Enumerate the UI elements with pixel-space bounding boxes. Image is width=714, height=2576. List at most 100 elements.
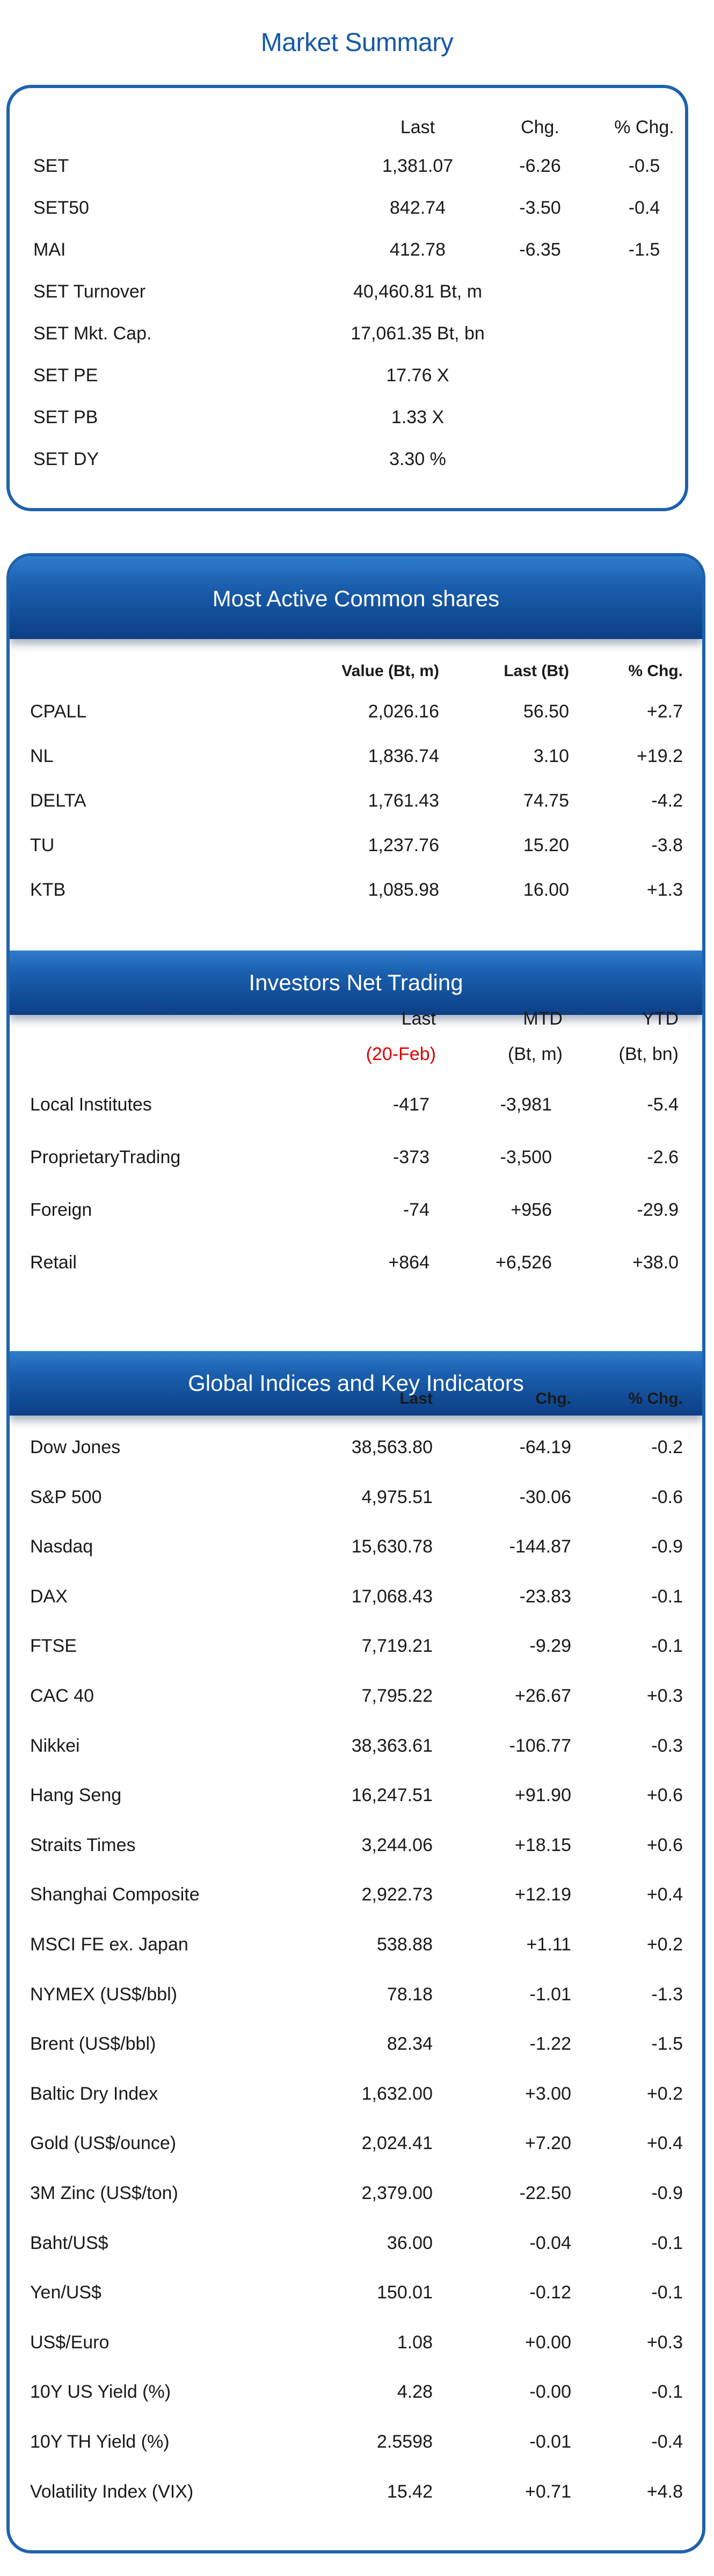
chg-value: +0.00 (524, 2332, 571, 2353)
col-header-pct-chg: % Chg. (628, 1390, 683, 1407)
row-label: MAI (33, 240, 66, 260)
last-value: 4,975.51 (361, 1486, 433, 1507)
col-header-last: Last (Bt) (504, 662, 569, 680)
pct-chg-value: -0.1 (651, 2282, 683, 2303)
global-title: Global Indices and Key Indicators (188, 1370, 524, 1396)
last-value: 2.5598 (377, 2432, 433, 2452)
col-header-last: Last (399, 1390, 433, 1407)
last-price: 3.10 (533, 746, 569, 766)
last-value: 15.42 (387, 2481, 433, 2502)
row-label: SET DY (33, 449, 99, 469)
investor-type: Local Institutes (30, 1094, 152, 1115)
indicator-name: Volatility Index (VIX) (30, 2481, 194, 2502)
col-header-mtd: MTD (523, 1008, 563, 1029)
last-value: 78.18 (387, 1984, 433, 2005)
chg-value: +7.20 (524, 2133, 571, 2154)
chg-value: -6.35 (519, 240, 561, 260)
col-header-ytd: YTD (642, 1008, 679, 1029)
indicator-name: MSCI FE ex. Japan (30, 1934, 188, 1955)
market-details-panel: Most Active Common shares Investors Net … (6, 553, 705, 2553)
indicator-name: Baht/US$ (30, 2232, 108, 2253)
col-header-last: Last (401, 1008, 436, 1029)
chg-value: +18.15 (515, 1834, 571, 1855)
last-value: 1.33 X (391, 407, 445, 427)
value-amount: 1,761.43 (368, 790, 439, 811)
pct-chg-value: +0.3 (646, 2332, 683, 2353)
last-value: -417 (392, 1094, 429, 1115)
pct-chg-value: -0.3 (651, 1735, 683, 1756)
indicator-name: Shanghai Composite (30, 1884, 200, 1905)
pct-chg-value: +0.2 (646, 1934, 683, 1955)
last-value: 150.01 (377, 2282, 433, 2303)
chg-value: -0.00 (529, 2382, 572, 2403)
pct-chg-value: +0.4 (646, 2133, 683, 2154)
most-active-title: Most Active Common shares (212, 586, 500, 611)
last-value: 38,363.61 (351, 1735, 433, 1756)
investors-header: Investors Net Trading (10, 950, 702, 1015)
col-subheader-ytd: (Bt, bn) (618, 1044, 679, 1064)
last-price: 16.00 (523, 880, 569, 900)
last-value: 7,795.22 (361, 1686, 433, 1706)
last-value: 17.76 X (386, 365, 449, 386)
chg-value: +91.90 (515, 1785, 571, 1806)
value-amount: 1,085.98 (368, 880, 439, 900)
pct-chg-value: -0.1 (651, 2382, 683, 2403)
col-header-chg: Chg. (535, 1390, 571, 1407)
chg-value: -22.50 (519, 2183, 571, 2203)
pct-chg-value: -1.5 (628, 240, 660, 260)
pct-chg-value: +0.6 (646, 1785, 683, 1806)
value-amount: 1,836.74 (368, 746, 439, 766)
indicator-name: Hang Seng (30, 1785, 122, 1806)
pct-chg-value: -0.6 (651, 1486, 683, 1507)
ytd-value: -5.4 (647, 1094, 679, 1115)
last-value: 1,381.07 (382, 156, 454, 176)
chg-value: -1.22 (529, 2034, 572, 2055)
last-value: -74 (403, 1200, 429, 1220)
row-label: SET50 (33, 198, 89, 218)
indicator-name: CAC 40 (30, 1686, 94, 1706)
last-price: 15.20 (523, 835, 569, 855)
last-value: 3.30 % (389, 449, 446, 469)
last-value: 16,247.51 (351, 1785, 433, 1806)
chg-value: -64.19 (519, 1437, 571, 1457)
pct-chg-value: -0.9 (651, 2183, 683, 2203)
last-value: 2,024.41 (361, 2133, 433, 2154)
row-label: SET (33, 156, 69, 176)
chg-value: -3.50 (519, 198, 561, 218)
stock-symbol: CPALL (30, 701, 87, 722)
col-header-pct-chg: % Chg. (614, 117, 674, 137)
pct-chg-value: -3.8 (651, 835, 683, 855)
global-header: Global Indices and Key Indicators (10, 1351, 702, 1416)
investor-type: Foreign (30, 1200, 92, 1220)
chg-value: +26.67 (515, 1686, 571, 1706)
col-header-pct-chg: % Chg. (628, 662, 683, 680)
indicator-name: Gold (US$/ounce) (30, 2133, 177, 2154)
chg-value: +12.19 (515, 1884, 571, 1905)
chg-value: -23.83 (519, 1586, 571, 1607)
indicator-name: NYMEX (US$/bbl) (30, 1984, 177, 2005)
pct-chg-value: -0.4 (651, 2432, 683, 2452)
pct-chg-value: -0.1 (651, 2232, 683, 2253)
last-value: 38,563.80 (351, 1437, 433, 1457)
pct-chg-value: -4.2 (651, 790, 683, 811)
investor-type: Retail (30, 1252, 77, 1273)
last-value: 1.08 (397, 2332, 433, 2353)
last-value: 17,061.35 Bt, bn (351, 323, 485, 344)
indicator-name: Nikkei (30, 1735, 80, 1756)
last-price: 74.75 (523, 790, 569, 811)
last-value: 2,922.73 (361, 1884, 433, 1905)
chg-value: -106.77 (509, 1735, 571, 1756)
stock-symbol: DELTA (30, 790, 86, 811)
stock-symbol: KTB (30, 880, 66, 900)
last-value: 7,719.21 (361, 1636, 433, 1657)
indicator-name: 3M Zinc (US$/ton) (30, 2183, 178, 2203)
chg-value: +0.71 (524, 2481, 571, 2502)
chg-value: -9.29 (529, 1636, 572, 1657)
stock-symbol: TU (30, 835, 55, 855)
last-value: 2,379.00 (361, 2183, 433, 2203)
pct-chg-value: -0.2 (651, 1437, 683, 1457)
chg-value: -6.26 (519, 156, 561, 176)
pct-chg-value: +1.3 (646, 880, 683, 900)
chg-value: +1.11 (526, 1934, 571, 1955)
last-value: 15,630.78 (351, 1536, 433, 1557)
